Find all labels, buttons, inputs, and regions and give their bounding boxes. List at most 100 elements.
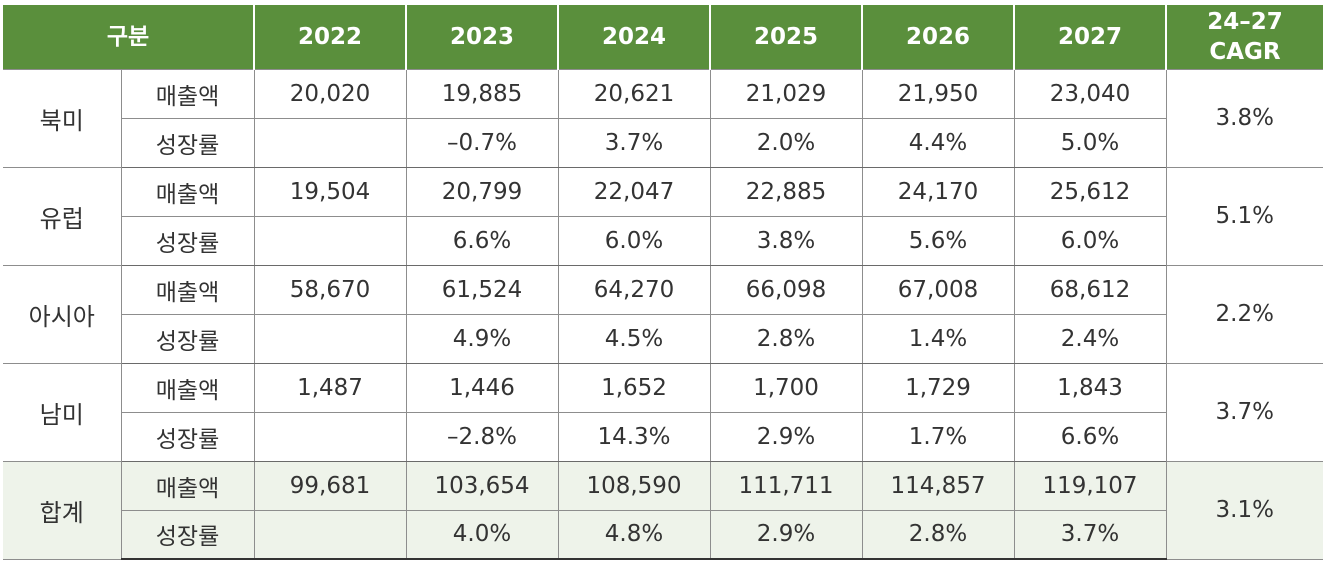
sales-cell: 23,040 bbox=[1013, 68, 1167, 119]
sales-cell: 21,950 bbox=[861, 68, 1015, 119]
header-cagr: 24–27 CAGR bbox=[1165, 5, 1324, 69]
total-row: 합계 매출액 99,681 103,654 108,590 111,711 11… bbox=[3, 460, 1324, 560]
sales-cell: 1,487 bbox=[253, 362, 407, 413]
sales-cell: 21,029 bbox=[709, 68, 863, 119]
metric-label: 성장률 bbox=[121, 411, 255, 462]
growth-cell: 1.4% bbox=[861, 313, 1015, 364]
table-row: 성장률 4.9% 4.5% 2.8% 1.4% 2.4% bbox=[3, 313, 1323, 364]
sales-cell: 61,524 bbox=[405, 264, 559, 315]
metric-label: 매출액 bbox=[120, 166, 255, 217]
growth-cell: 14.3% bbox=[557, 411, 711, 462]
sales-cell: 1,700 bbox=[709, 362, 863, 413]
metric-label: 성장률 bbox=[121, 313, 255, 364]
cagr-cell: 3.7% bbox=[1165, 362, 1324, 462]
growth-cell: 3.8% bbox=[709, 215, 863, 266]
sales-cell: 99,681 bbox=[253, 460, 407, 511]
header-year: 2025 bbox=[709, 5, 863, 69]
growth-cell bbox=[253, 117, 407, 168]
sales-cell: 66,098 bbox=[709, 264, 863, 315]
sales-cell: 20,799 bbox=[405, 166, 559, 217]
sales-cell: 19,885 bbox=[405, 68, 559, 119]
region-name: 아시아 bbox=[3, 264, 122, 364]
sales-cell: 22,047 bbox=[557, 166, 711, 217]
growth-cell bbox=[253, 215, 407, 266]
metric-label: 매출액 bbox=[120, 68, 255, 119]
growth-cell: 2.8% bbox=[709, 313, 863, 364]
sales-cell: 1,652 bbox=[557, 362, 711, 413]
total-label: 합계 bbox=[3, 460, 122, 560]
sales-cell: 68,612 bbox=[1013, 264, 1167, 315]
growth-cell: 4.5% bbox=[557, 313, 711, 364]
sales-cell: 22,885 bbox=[709, 166, 863, 217]
table-row: 북미 매출액 20,020 19,885 20,621 21,029 21,95… bbox=[3, 68, 1324, 168]
header-category: 구분 bbox=[3, 5, 255, 69]
header-cagr-label: CAGR bbox=[1209, 38, 1281, 65]
sales-cell: 24,170 bbox=[861, 166, 1015, 217]
cagr-cell: 3.8% bbox=[1165, 68, 1324, 168]
sales-cell: 108,590 bbox=[557, 460, 711, 511]
growth-cell: 3.7% bbox=[557, 117, 711, 168]
regional-sales-table: 구분 2022 2023 2024 2025 2026 2027 24–27 CA… bbox=[3, 5, 1324, 560]
growth-cell: 4.8% bbox=[557, 509, 711, 560]
growth-cell: 6.6% bbox=[1013, 411, 1167, 462]
total-row: 성장률 4.0% 4.8% 2.9% 2.8% 3.7% bbox=[3, 509, 1323, 560]
growth-cell: 6.6% bbox=[405, 215, 559, 266]
growth-cell: 3.7% bbox=[1013, 509, 1167, 560]
sales-cell: 20,020 bbox=[253, 68, 407, 119]
header-row: 구분 2022 2023 2024 2025 2026 2027 24–27 CA… bbox=[3, 5, 1324, 69]
table-row: 성장률 6.6% 6.0% 3.8% 5.6% 6.0% bbox=[3, 215, 1323, 266]
growth-cell: 6.0% bbox=[1013, 215, 1167, 266]
cagr-cell: 3.1% bbox=[1165, 460, 1324, 560]
header-year: 2024 bbox=[557, 5, 711, 69]
sales-cell: 1,843 bbox=[1013, 362, 1167, 413]
growth-cell: 4.4% bbox=[861, 117, 1015, 168]
header-year: 2022 bbox=[253, 5, 407, 69]
sales-cell: 103,654 bbox=[405, 460, 559, 511]
growth-cell bbox=[253, 313, 407, 364]
metric-label: 매출액 bbox=[120, 362, 255, 413]
growth-cell: 5.6% bbox=[861, 215, 1015, 266]
region-name: 유럽 bbox=[3, 166, 122, 266]
table-row: 성장률 –0.7% 3.7% 2.0% 4.4% 5.0% bbox=[3, 117, 1323, 168]
metric-label: 성장률 bbox=[121, 509, 255, 560]
sales-cell: 64,270 bbox=[557, 264, 711, 315]
table-row: 남미 매출액 1,487 1,446 1,652 1,700 1,729 1,8… bbox=[3, 362, 1324, 462]
growth-cell bbox=[253, 411, 407, 462]
sales-cell: 25,612 bbox=[1013, 166, 1167, 217]
table-row: 아시아 매출액 58,670 61,524 64,270 66,098 67,0… bbox=[3, 264, 1324, 364]
region-name: 남미 bbox=[3, 362, 122, 462]
growth-cell: –0.7% bbox=[405, 117, 559, 168]
growth-cell: 2.9% bbox=[709, 411, 863, 462]
sales-cell: 19,504 bbox=[253, 166, 407, 217]
growth-cell: 5.0% bbox=[1013, 117, 1167, 168]
growth-cell bbox=[253, 509, 407, 560]
header-year: 2026 bbox=[861, 5, 1015, 69]
growth-cell: 2.4% bbox=[1013, 313, 1167, 364]
growth-cell: –2.8% bbox=[405, 411, 559, 462]
sales-cell: 67,008 bbox=[861, 264, 1015, 315]
sales-cell: 119,107 bbox=[1013, 460, 1167, 511]
cagr-cell: 5.1% bbox=[1165, 166, 1324, 266]
growth-cell: 4.9% bbox=[405, 313, 559, 364]
sales-cell: 20,621 bbox=[557, 68, 711, 119]
region-name: 북미 bbox=[3, 68, 122, 168]
growth-cell: 2.8% bbox=[861, 509, 1015, 560]
sales-cell: 58,670 bbox=[253, 264, 407, 315]
metric-label: 성장률 bbox=[121, 117, 255, 168]
metric-label: 매출액 bbox=[120, 264, 255, 315]
growth-cell: 6.0% bbox=[557, 215, 711, 266]
metric-label: 성장률 bbox=[121, 215, 255, 266]
growth-cell: 2.0% bbox=[709, 117, 863, 168]
sales-cell: 1,729 bbox=[861, 362, 1015, 413]
sales-cell: 1,446 bbox=[405, 362, 559, 413]
metric-label: 매출액 bbox=[120, 460, 255, 511]
growth-cell: 4.0% bbox=[405, 509, 559, 560]
cagr-cell: 2.2% bbox=[1165, 264, 1324, 364]
header-year: 2027 bbox=[1013, 5, 1167, 69]
table-row: 유럽 매출액 19,504 20,799 22,047 22,885 24,17… bbox=[3, 166, 1324, 266]
table-row: 성장률 –2.8% 14.3% 2.9% 1.7% 6.6% bbox=[3, 411, 1323, 462]
growth-cell: 2.9% bbox=[709, 509, 863, 560]
sales-cell: 111,711 bbox=[709, 460, 863, 511]
sales-cell: 114,857 bbox=[861, 460, 1015, 511]
header-cagr-range: 24–27 bbox=[1207, 8, 1283, 35]
